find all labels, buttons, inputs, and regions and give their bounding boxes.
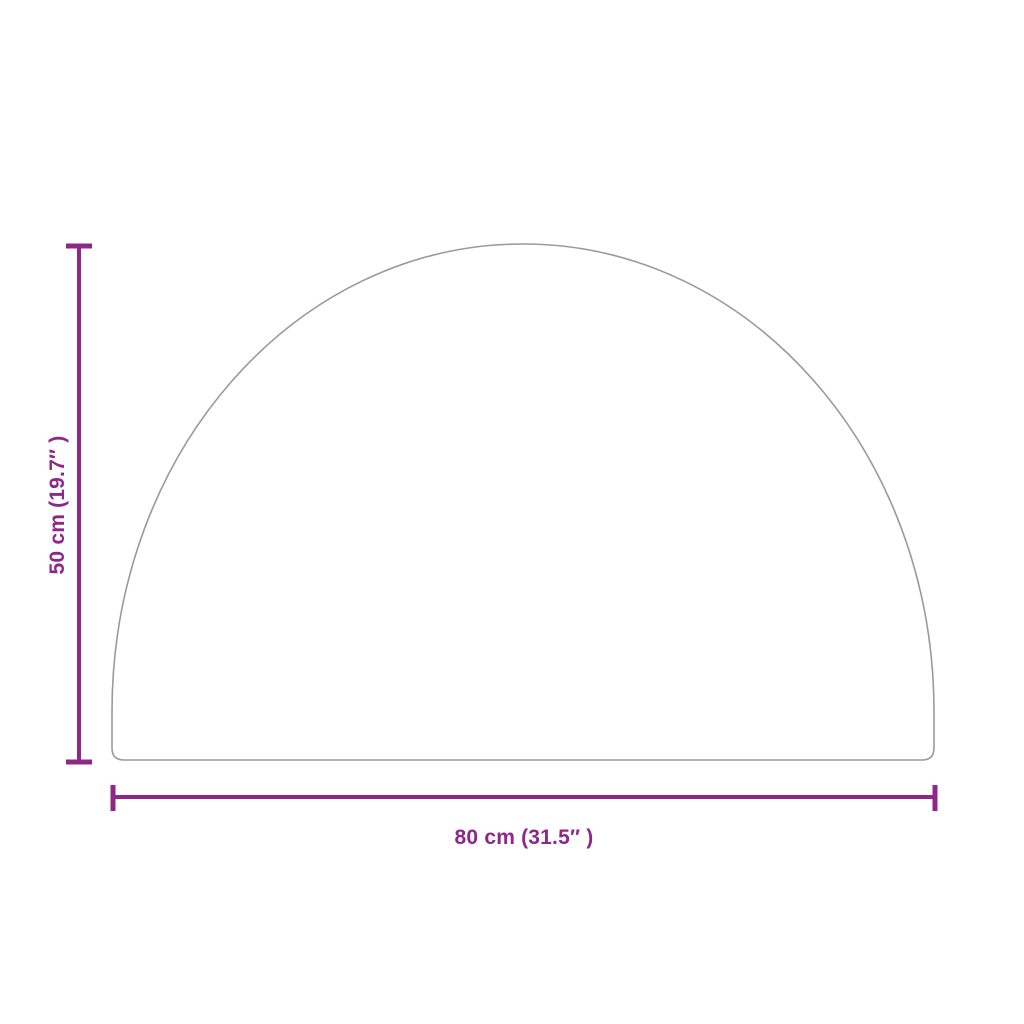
height-dimension-line — [66, 243, 92, 765]
width-dimension-line — [110, 785, 938, 811]
arched-plate-outline — [111, 243, 935, 761]
height-dimension-label: 50 cm (19.7″ ) — [46, 435, 69, 575]
width-dimension-label: 80 cm (31.5″ ) — [454, 826, 594, 849]
plate-outline-path — [111, 243, 935, 761]
